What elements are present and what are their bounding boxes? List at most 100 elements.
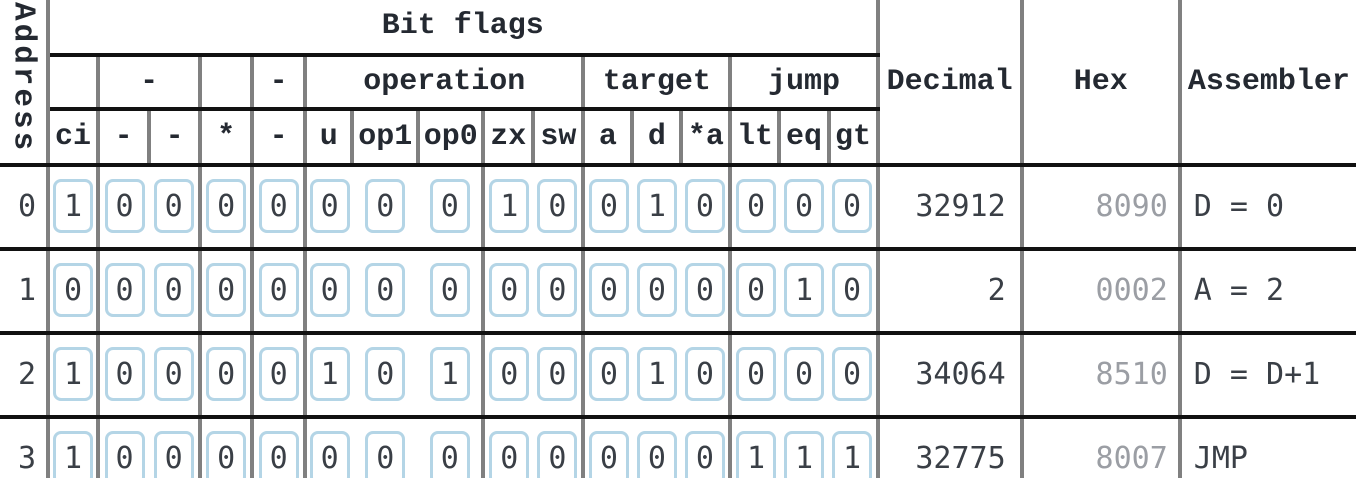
bit-box-d[interactable]: 0 bbox=[636, 431, 677, 478]
bit-box-gt[interactable]: 0 bbox=[832, 263, 873, 318]
bit-box-star[interactable]: 0 bbox=[206, 431, 247, 478]
bit-cell-ci: 0 bbox=[48, 249, 101, 336]
bit-box-d[interactable]: 0 bbox=[636, 263, 677, 318]
bit-box-op0[interactable]: 0 bbox=[429, 179, 470, 234]
bit-cell-star: 0 bbox=[200, 417, 255, 478]
bit-box-zx[interactable]: 0 bbox=[489, 431, 530, 478]
bit-box-lt[interactable]: 0 bbox=[735, 347, 776, 402]
bit-flags-header: Bit flags bbox=[48, 0, 880, 57]
bit-box-dash-1[interactable]: 0 bbox=[104, 431, 145, 478]
bit-cell-ci: 1 bbox=[48, 417, 101, 478]
bit-box-ci[interactable]: 1 bbox=[53, 347, 94, 402]
bit-cell-lt: 1 bbox=[730, 417, 779, 478]
bit-box-eq[interactable]: 1 bbox=[784, 263, 824, 318]
bit-box-zx[interactable]: 0 bbox=[489, 347, 530, 402]
bit-box-star-a[interactable]: 0 bbox=[684, 347, 725, 402]
bit-cell-u: 1 bbox=[305, 333, 353, 420]
bit-box-d[interactable]: 1 bbox=[636, 347, 677, 402]
bit-box-lt[interactable]: 1 bbox=[735, 431, 776, 478]
bit-box-dash-2[interactable]: 0 bbox=[153, 347, 194, 402]
bit-box-op0[interactable]: 0 bbox=[429, 431, 470, 478]
bit-cell-op1: 0 bbox=[352, 417, 418, 478]
bit-box-sw[interactable]: 0 bbox=[537, 347, 578, 402]
bit-box-zx[interactable]: 1 bbox=[489, 179, 530, 234]
bit-cell-dash-1: 0 bbox=[98, 417, 149, 478]
bit-box-gt[interactable]: 0 bbox=[832, 179, 873, 234]
bit-label-dash-3: - bbox=[252, 109, 308, 168]
bit-box-eq[interactable]: 1 bbox=[784, 431, 824, 478]
bit-box-sw[interactable]: 0 bbox=[537, 263, 578, 318]
address-column-label: Address bbox=[5, 2, 41, 154]
bit-box-eq[interactable]: 0 bbox=[784, 347, 824, 402]
bit-box-op1[interactable]: 0 bbox=[365, 347, 406, 402]
bit-cell-gt: 0 bbox=[828, 249, 880, 336]
bit-box-dash-3[interactable]: 0 bbox=[258, 263, 299, 318]
bit-box-u[interactable]: 0 bbox=[309, 263, 350, 318]
bit-cell-op1: 0 bbox=[352, 249, 419, 336]
decimal-cell: 2 bbox=[877, 249, 1024, 336]
bit-box-lt[interactable]: 0 bbox=[735, 263, 776, 318]
bit-box-star[interactable]: 0 bbox=[206, 263, 247, 318]
bit-box-op1[interactable]: 0 bbox=[365, 431, 406, 478]
bit-box-gt[interactable]: 0 bbox=[832, 347, 873, 402]
bit-label-zx: zx bbox=[483, 109, 536, 168]
bit-box-ci[interactable]: 0 bbox=[53, 263, 94, 318]
bit-cell-sw: 0 bbox=[533, 249, 586, 336]
decimal-column-header: Decimal bbox=[877, 0, 1024, 168]
bit-box-star-a[interactable]: 0 bbox=[684, 263, 725, 318]
bit-box-dash-1[interactable]: 0 bbox=[104, 347, 145, 402]
bit-box-star[interactable]: 0 bbox=[206, 347, 247, 402]
bit-label-star-a: *a bbox=[681, 109, 733, 168]
bit-box-dash-3[interactable]: 0 bbox=[258, 347, 299, 402]
bit-cell-dash-1: 0 bbox=[98, 333, 150, 420]
bit-box-sw[interactable]: 0 bbox=[537, 431, 578, 478]
bit-cell-lt: 0 bbox=[730, 165, 780, 252]
bit-box-a[interactable]: 0 bbox=[588, 263, 629, 318]
bit-box-ci[interactable]: 1 bbox=[53, 431, 94, 478]
bit-box-dash-2[interactable]: 0 bbox=[153, 179, 194, 234]
bit-box-a[interactable]: 0 bbox=[588, 431, 629, 478]
bit-box-star[interactable]: 0 bbox=[206, 179, 247, 234]
bit-box-dash-2[interactable]: 0 bbox=[153, 431, 194, 478]
bit-cell-a: 0 bbox=[583, 417, 632, 478]
bit-box-zx[interactable]: 0 bbox=[489, 263, 530, 318]
bit-box-lt[interactable]: 0 bbox=[735, 179, 776, 234]
address-column-header: Address bbox=[0, 0, 51, 168]
bit-box-u[interactable]: 0 bbox=[309, 179, 350, 234]
bit-box-a[interactable]: 0 bbox=[588, 179, 629, 234]
bit-box-gt[interactable]: 1 bbox=[832, 431, 873, 478]
bit-box-a[interactable]: 0 bbox=[588, 347, 629, 402]
bit-box-dash-2[interactable]: 0 bbox=[153, 263, 194, 318]
bit-box-sw[interactable]: 0 bbox=[537, 179, 578, 234]
bit-cell-dash-2: 0 bbox=[149, 417, 203, 478]
bit-box-op1[interactable]: 0 bbox=[365, 179, 406, 234]
bit-cell-u: 0 bbox=[305, 417, 352, 478]
bit-box-op0[interactable]: 1 bbox=[429, 347, 470, 402]
bit-box-op1[interactable]: 0 bbox=[365, 263, 406, 318]
bit-box-dash-3[interactable]: 0 bbox=[258, 179, 299, 234]
decimal-cell: 32912 bbox=[877, 165, 1024, 252]
bit-box-dash-1[interactable]: 0 bbox=[104, 263, 145, 318]
bit-cell-sw: 0 bbox=[533, 417, 586, 478]
bit-label-op1: op1 bbox=[352, 109, 421, 168]
bit-cell-star: 0 bbox=[200, 333, 255, 420]
bit-box-d[interactable]: 1 bbox=[636, 179, 677, 234]
bit-box-eq[interactable]: 0 bbox=[784, 179, 824, 234]
bit-box-u[interactable]: 0 bbox=[309, 431, 350, 478]
bit-box-star-a[interactable]: 0 bbox=[684, 179, 725, 234]
group-spacer-ci bbox=[48, 54, 101, 112]
bit-box-dash-1[interactable]: 0 bbox=[104, 179, 145, 234]
decimal-cell: 32775 bbox=[877, 417, 1024, 478]
hex-column-header: Hex bbox=[1021, 0, 1182, 168]
bit-box-u[interactable]: 1 bbox=[309, 347, 350, 402]
bit-cell-op0: 0 bbox=[418, 417, 486, 478]
bit-box-star-a[interactable]: 0 bbox=[684, 431, 725, 478]
group-header-row: - - operation target jump bbox=[0, 54, 1356, 112]
address-cell: 2 bbox=[0, 333, 51, 420]
bit-cell-sw: 0 bbox=[533, 165, 586, 252]
bit-box-op0[interactable]: 0 bbox=[429, 263, 470, 318]
bit-box-ci[interactable]: 1 bbox=[53, 179, 94, 234]
bit-cell-lt: 0 bbox=[730, 249, 780, 336]
bit-box-dash-3[interactable]: 0 bbox=[258, 431, 299, 478]
